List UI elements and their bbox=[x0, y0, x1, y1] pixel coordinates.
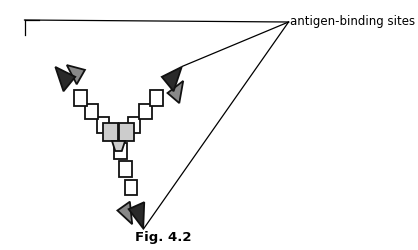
Polygon shape bbox=[125, 180, 138, 195]
Polygon shape bbox=[112, 141, 125, 151]
Polygon shape bbox=[128, 118, 140, 133]
Polygon shape bbox=[74, 90, 87, 106]
Polygon shape bbox=[97, 118, 110, 133]
Polygon shape bbox=[114, 143, 127, 159]
Polygon shape bbox=[129, 202, 144, 228]
Text: Fig. 4.2: Fig. 4.2 bbox=[135, 232, 192, 244]
Polygon shape bbox=[168, 81, 183, 103]
Bar bbox=[103, 123, 118, 141]
Polygon shape bbox=[85, 104, 98, 119]
Text: antigen-binding sites: antigen-binding sites bbox=[290, 16, 415, 28]
Polygon shape bbox=[55, 67, 75, 91]
Polygon shape bbox=[150, 90, 163, 106]
Polygon shape bbox=[67, 65, 85, 84]
Polygon shape bbox=[139, 104, 152, 119]
Polygon shape bbox=[119, 162, 132, 177]
Polygon shape bbox=[117, 202, 132, 224]
Bar bbox=[120, 123, 134, 141]
Polygon shape bbox=[162, 67, 182, 91]
